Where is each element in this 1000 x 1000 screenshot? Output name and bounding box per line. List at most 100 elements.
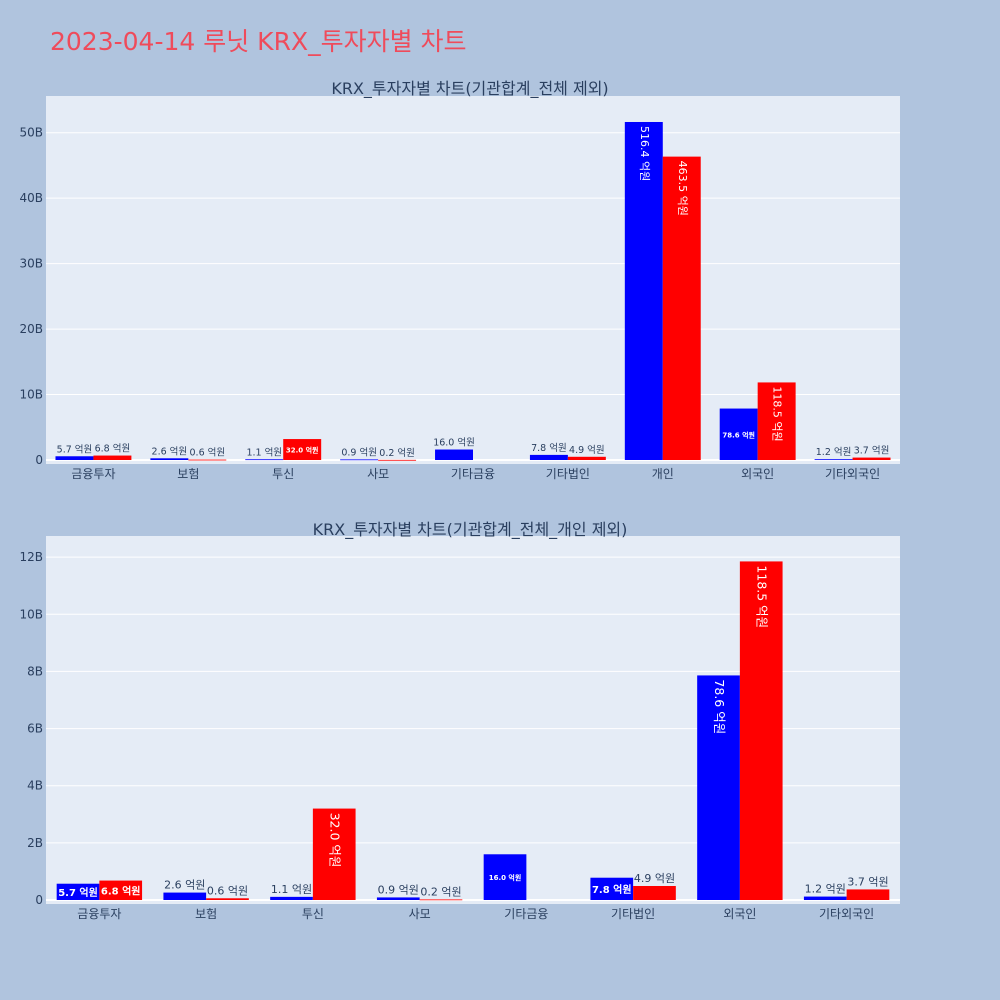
bar [56, 883, 100, 900]
bar [633, 886, 676, 900]
data-label: 6.8 억원 [101, 884, 141, 897]
bar [188, 459, 227, 461]
chart-2: 0 2B 4B 6B 8B 10B 12B KRX_투자자별 차트(기관합계_전체_개인 제외… [19, 520, 900, 921]
data-label: 6.8 억원 [95, 443, 131, 455]
bar [245, 459, 284, 461]
page-title: 2023-04-14 루닛 KRX_투자자별 차트 [50, 27, 467, 56]
bar [803, 896, 847, 900]
data-label: 0.9 억원 [341, 446, 377, 458]
data-label: 4.9 억원 [569, 444, 605, 456]
bar [567, 456, 606, 460]
bar [814, 459, 853, 461]
data-label: 5.7 억원 [58, 886, 98, 899]
data-label: 0.6 억원 [207, 884, 248, 897]
y-tick-label: 8B [27, 664, 43, 678]
bar [624, 121, 663, 460]
data-label: 1.1 억원 [271, 883, 312, 896]
data-label: 1.2 억원 [816, 446, 852, 458]
bar [340, 459, 379, 461]
bar [376, 897, 420, 900]
data-label: 0.2 억원 [420, 885, 461, 898]
bar [739, 561, 783, 900]
y-tick-label: 12B [19, 550, 43, 564]
x-tick-label: 투신 [272, 467, 294, 481]
x-tick-label: 기타외국인 [819, 907, 874, 921]
data-label: 32.0 억원 [286, 446, 319, 455]
y-tick-label: 2B [27, 836, 43, 850]
data-label: 0.9 억원 [378, 883, 419, 896]
x-tick-label: 기타외국인 [825, 467, 880, 481]
y-tick-label: 20B [19, 322, 43, 336]
bar [590, 877, 634, 900]
bar [270, 896, 313, 900]
bar [719, 408, 758, 460]
x-tick-label: 외국인 [741, 467, 774, 481]
data-label: 7.8 억원 [531, 442, 567, 454]
bar [529, 454, 568, 460]
data-label: 1.2 억원 [805, 883, 846, 896]
data-label: 78.6 억원 [712, 679, 727, 734]
y-tick-label: 50B [19, 126, 43, 140]
bar [206, 898, 249, 900]
bar [93, 455, 132, 460]
chart-title: KRX_투자자별 차트(기관합계_전체 제외) [331, 79, 608, 99]
x-tick-label: 기타법인 [546, 467, 590, 481]
y-tick-label: 30B [19, 257, 43, 271]
y-tick-label: 40B [19, 191, 43, 205]
data-label: 1.1 억원 [246, 446, 282, 458]
bar [852, 457, 891, 460]
data-label: 16.0 억원 [489, 873, 522, 882]
x-tick-label: 외국인 [723, 907, 756, 921]
y-tick-label: 6B [27, 722, 43, 736]
data-label: 5.7 억원 [57, 443, 93, 455]
data-label: 7.8 억원 [592, 883, 632, 896]
data-label: 118.5 억원 [755, 565, 770, 628]
x-tick-label: 보험 [177, 467, 199, 481]
bar [378, 459, 417, 461]
bar [435, 449, 473, 460]
x-tick-label: 사모 [367, 467, 389, 481]
x-tick-label: 기타법인 [611, 907, 655, 921]
data-label: 3.7 억원 [847, 875, 888, 888]
data-label: 2.6 억원 [152, 445, 188, 457]
bar [312, 808, 356, 900]
data-label: 0.6 억원 [190, 447, 226, 459]
bar [697, 675, 740, 900]
data-label: 463.5 억원 [676, 161, 689, 216]
bar [99, 880, 143, 900]
x-tick-label: 개인 [652, 467, 674, 481]
data-label: 4.9 억원 [634, 872, 675, 885]
y-tick-label: 0 [35, 453, 43, 467]
chart-1: 0 10B 20B 30B 40B 50B KRX_투자자별 차트(기관합계_전체 제외) 5… [19, 79, 900, 481]
x-tick-label: 사모 [409, 907, 431, 921]
bar [846, 889, 890, 900]
y-tick-label: 10B [19, 607, 43, 621]
x-tick-label: 금융투자 [71, 467, 115, 481]
x-tick-label: 보험 [195, 907, 217, 921]
x-tick-label: 투신 [302, 907, 324, 921]
data-label: 16.0 억원 [433, 437, 475, 449]
bar [55, 456, 94, 460]
data-label: 32.0 억원 [328, 813, 343, 868]
bar [662, 156, 701, 461]
bar [150, 458, 189, 460]
bar [419, 899, 463, 901]
bar [283, 439, 322, 460]
x-tick-label: 기타금융 [504, 907, 548, 921]
bar [163, 892, 207, 900]
data-label: 118.5 억원 [771, 386, 784, 441]
data-label: 3.7 억원 [854, 445, 890, 457]
bar [483, 854, 527, 900]
x-tick-label: 기타금융 [451, 467, 495, 481]
data-label: 516.4 억원 [638, 126, 651, 181]
y-tick-label: 4B [27, 779, 43, 793]
y-tick-label: 0 [35, 893, 43, 907]
data-label: 0.2 억원 [379, 447, 415, 459]
data-label: 78.6 억원 [722, 430, 755, 439]
x-tick-label: 금융투자 [77, 907, 121, 921]
y-tick-label: 10B [19, 388, 43, 402]
chart-title: KRX_투자자별 차트(기관합계_전체_개인 제외) [313, 520, 628, 540]
bar [757, 382, 796, 460]
